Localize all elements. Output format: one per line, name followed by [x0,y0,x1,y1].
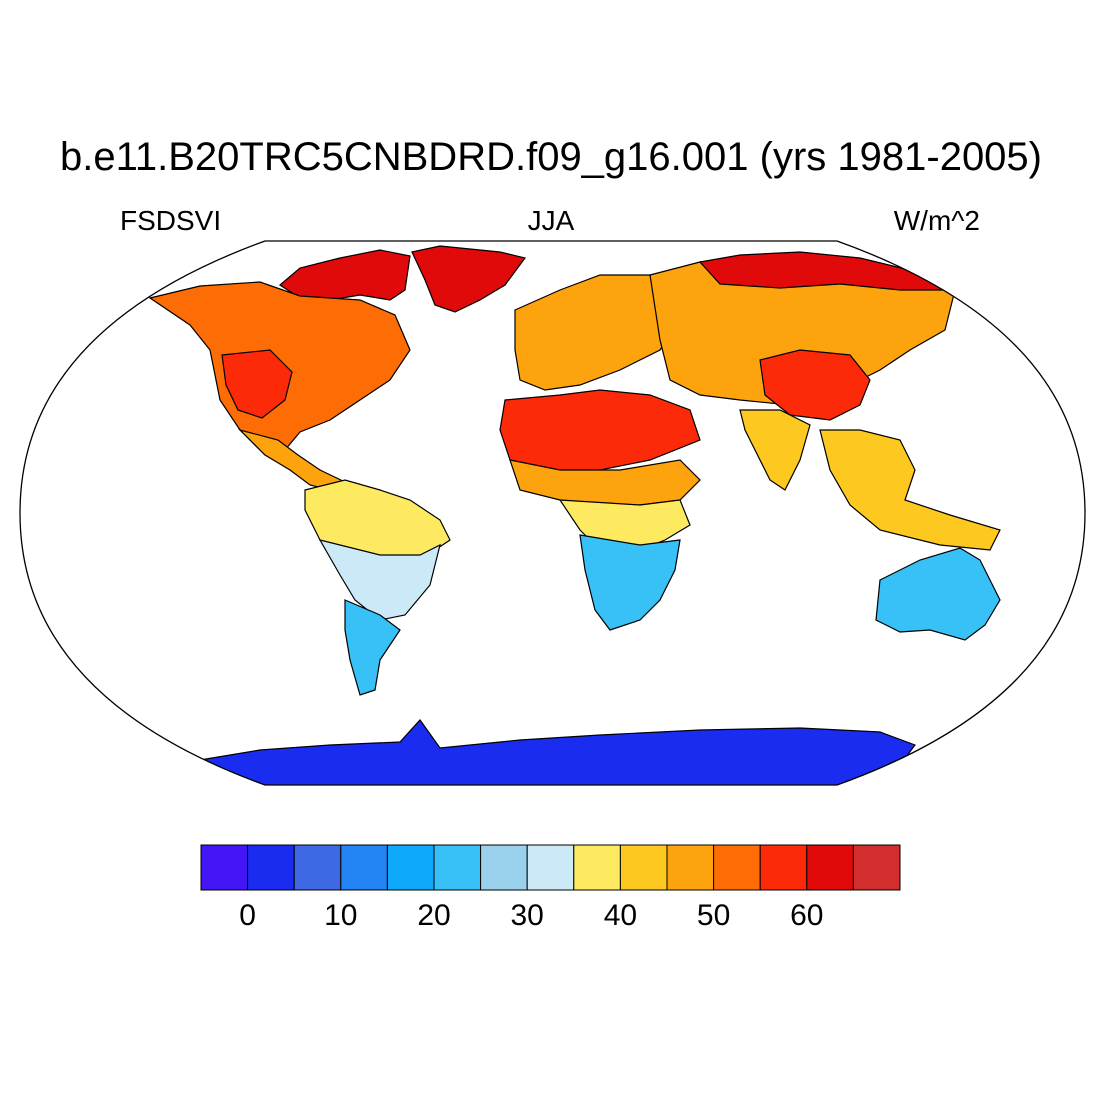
colorbar-box [573,844,621,891]
colorbar-box [386,844,435,891]
colorbar-box [852,844,901,891]
region-europe [514,274,681,391]
colorbar-box [247,844,295,891]
colorbar-tick-label: 30 [510,899,544,932]
colorbar-box [293,844,342,891]
region-south-asia [739,409,811,491]
colorbar-tick-label: 20 [417,899,451,932]
colorbar-box [340,844,388,891]
region-southwest-us [221,349,293,419]
colorbar-box [433,844,482,891]
region-tibetan-plateau [759,349,871,421]
colorbar-tick-label: 10 [324,899,358,932]
colorbar-box [619,844,668,891]
region-australia [875,547,1001,641]
colorbar-box [666,844,715,891]
colorbar-tick-label: 0 [239,899,256,932]
colorbar-tick-label: 40 [603,899,638,932]
region-southern-africa [579,534,681,631]
region-southern-brazil [318,539,441,621]
units-label: W/m^2 [893,205,980,236]
region-patagonia [344,599,401,696]
region-sahara [499,389,701,471]
colorbar-tick-label: 50 [696,899,731,932]
colorbar-tick-label: 60 [790,899,824,932]
plot-title: b.e11.B20TRC5CNBDRD.f09_g16.001 (yrs 198… [59,135,1042,179]
colorbar-box [526,844,575,891]
region-southeast-asia [819,429,1001,551]
season-label: JJA [527,205,575,236]
colorbar-box [806,844,854,891]
map-boundary [19,240,1086,786]
map-fill-layer [20,245,1085,785]
colorbar-box [713,844,761,891]
region-greenland [411,245,527,313]
colorbar-box [200,844,249,891]
colorbar-box [480,844,528,891]
colorbar-box [759,844,808,891]
variable-label: FSDSVI [120,205,222,236]
